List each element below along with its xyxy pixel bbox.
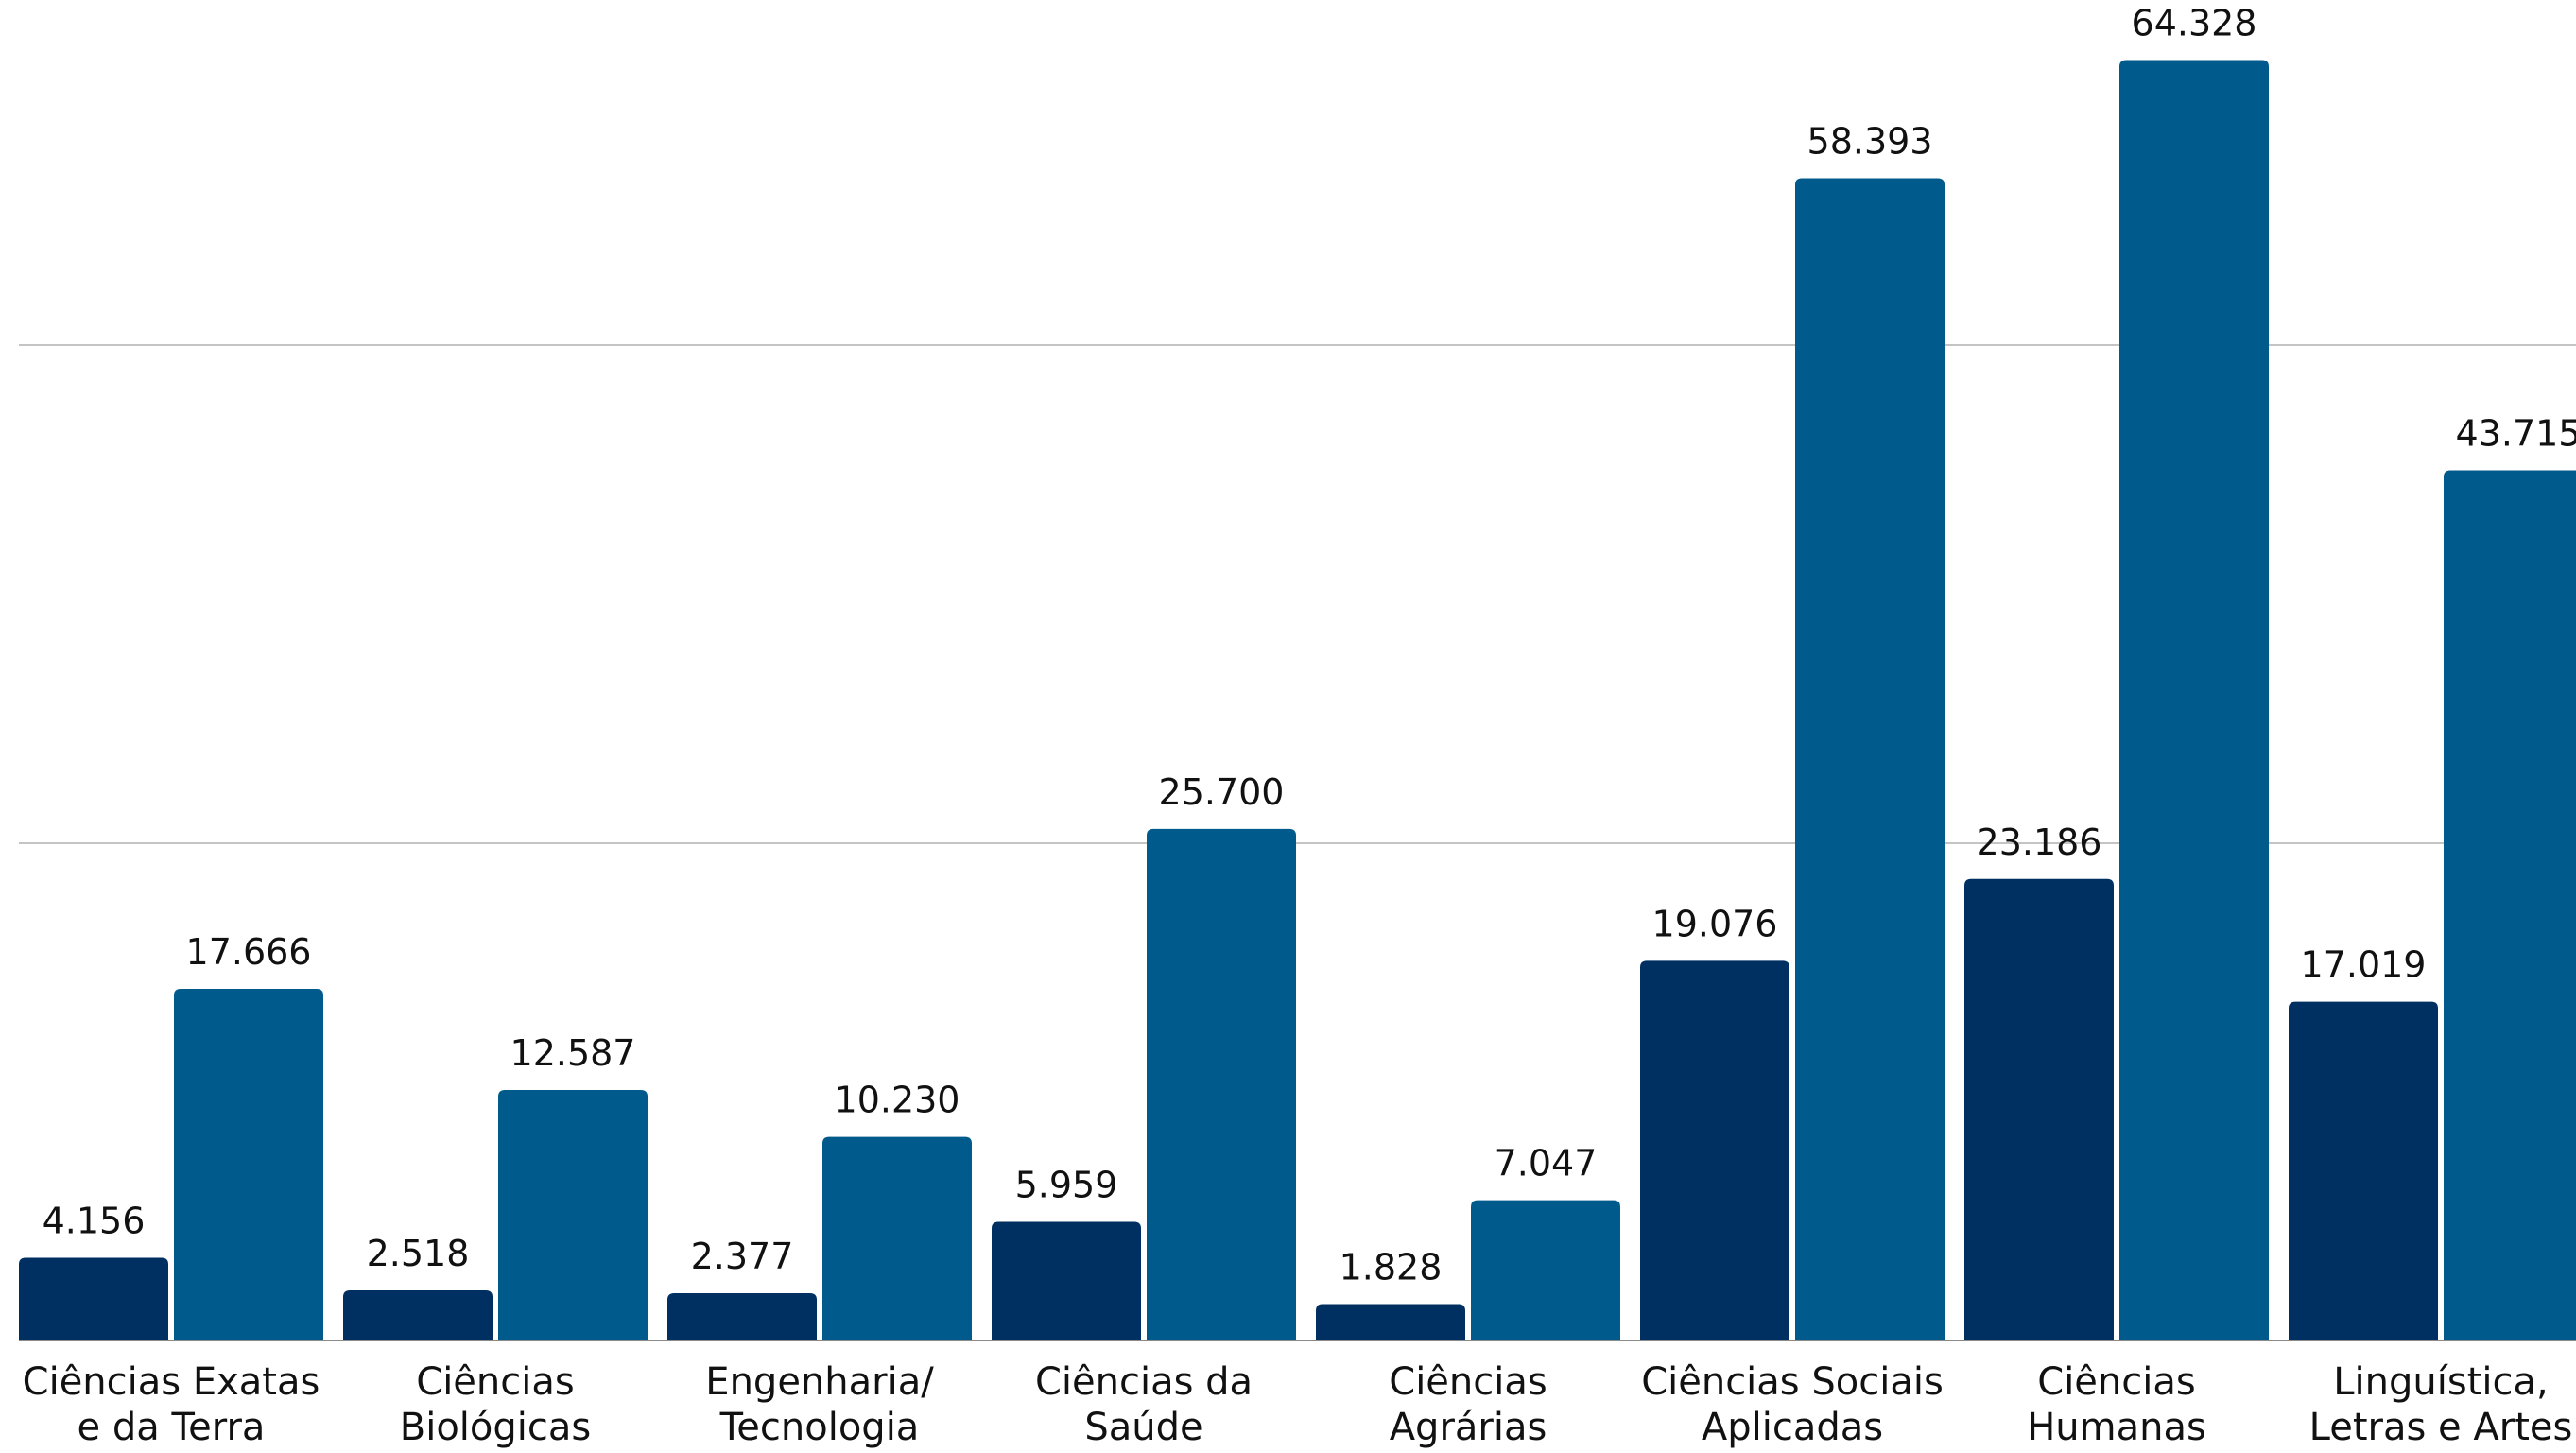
bar-series1-0: [19, 1257, 168, 1341]
category-label-2: Engenharia/Tecnologia: [705, 1360, 934, 1449]
category-label-line: Tecnologia: [719, 1406, 920, 1449]
value-label-series1-2: 2.377: [691, 1236, 794, 1277]
category-label-line: Ciências da: [1035, 1360, 1253, 1404]
bar-series2-0: [174, 989, 323, 1341]
category-label-3: Ciências da Saúde: [1035, 1360, 1253, 1449]
value-label-series2-5: 58.393: [1807, 120, 1933, 162]
value-label-series2-7: 43.715: [2456, 413, 2576, 455]
category-label-line: Aplicadas: [1702, 1406, 1883, 1449]
category-label-7: Linguística, Letras e Artes: [2309, 1360, 2573, 1449]
bar-series1-7: [2289, 1001, 2438, 1341]
value-label-series2-1: 12.587: [510, 1032, 636, 1074]
category-label-line: e da Terra: [78, 1406, 266, 1449]
bar-series1-5: [1640, 960, 1789, 1341]
bar-series1-4: [1316, 1304, 1465, 1341]
category-label-line: Ciências Exatas: [23, 1360, 320, 1404]
category-label-line: Letras e Artes: [2309, 1406, 2573, 1449]
value-label-series1-5: 19.076: [1652, 903, 1778, 944]
category-label-0: Ciências Exatas e da Terra: [23, 1360, 320, 1449]
category-label-line: Humanas: [2027, 1406, 2206, 1449]
bar-series1-1: [343, 1289, 493, 1341]
bar-series1-3: [992, 1221, 1141, 1341]
category-label-line: Biológicas: [400, 1406, 591, 1449]
category-label-line: Linguística,: [2333, 1360, 2548, 1404]
value-labels-layer: 4.156 17.666 2.518 12.587 2.377 10.230 5.959 25…: [43, 3, 2576, 1289]
value-label-series1-7: 17.019: [2301, 944, 2427, 986]
bar-series2-6: [2119, 60, 2269, 1341]
bar-series1-2: [667, 1292, 817, 1341]
category-label-line: Ciências Sociais: [1641, 1360, 1944, 1404]
value-label-series1-4: 1.828: [1340, 1247, 1443, 1289]
bar-series2-3: [1147, 828, 1296, 1341]
category-label-line: Ciências: [1389, 1360, 1547, 1404]
value-label-series1-1: 2.518: [367, 1233, 470, 1274]
category-label-line: Agrárias: [1390, 1406, 1547, 1449]
bar-series2-4: [1471, 1200, 1620, 1341]
category-label-5: Ciências Sociais Aplicadas: [1641, 1360, 1944, 1449]
bars-layer: [19, 60, 2576, 1341]
value-label-series2-4: 7.047: [1495, 1143, 1598, 1185]
value-label-series2-2: 10.230: [835, 1080, 960, 1121]
value-label-series2-3: 25.700: [1159, 771, 1285, 813]
category-label-6: Ciências Humanas: [2027, 1360, 2206, 1449]
value-label-series2-0: 17.666: [186, 931, 312, 973]
bar-series2-1: [498, 1089, 648, 1341]
bar-series2-7: [2444, 470, 2576, 1341]
category-label-1: Ciências Biológicas: [400, 1360, 591, 1449]
value-label-series1-3: 5.959: [1015, 1165, 1118, 1206]
category-label-line: Engenharia/: [705, 1360, 934, 1404]
bar-series1-6: [1964, 878, 2114, 1341]
category-label-line: Ciências: [416, 1360, 574, 1404]
bar-series2-5: [1795, 178, 1945, 1341]
category-label-4: Ciências Agrárias: [1389, 1360, 1547, 1449]
value-label-series2-6: 64.328: [2132, 3, 2257, 44]
value-label-series1-6: 23.186: [1977, 822, 2102, 863]
value-label-series1-0: 4.156: [43, 1200, 146, 1241]
bar-series2-2: [822, 1136, 972, 1341]
category-label-line: Ciências: [2037, 1360, 2195, 1404]
category-label-line: Saúde: [1084, 1406, 1202, 1449]
